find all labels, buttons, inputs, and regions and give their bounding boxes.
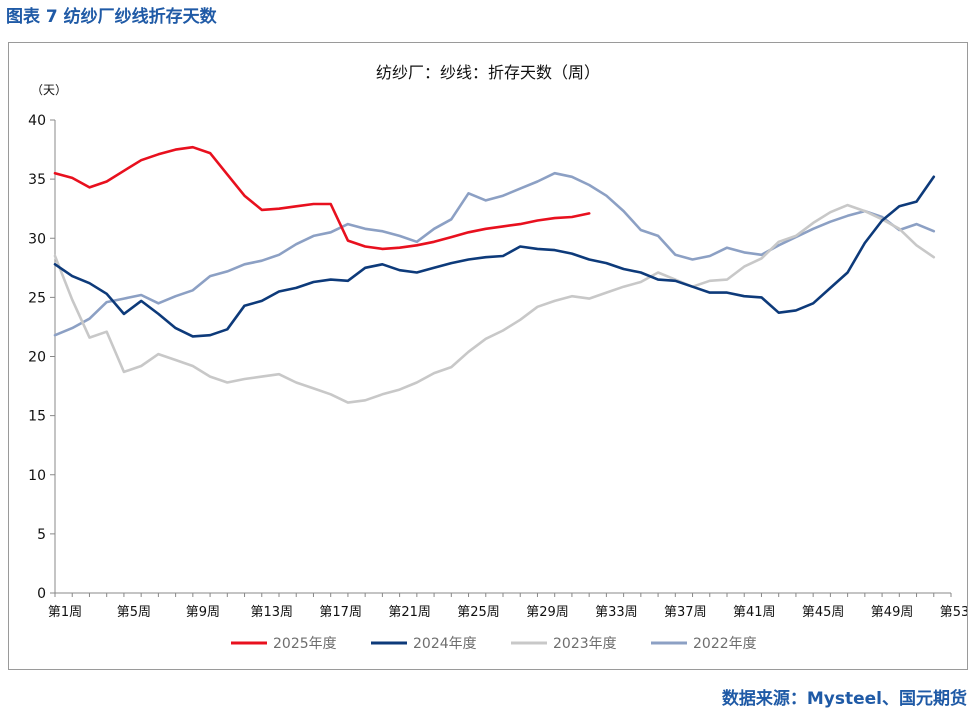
series-line-2 [53, 175, 936, 338]
series-line-3 [53, 203, 936, 404]
legend-item: 2022年度 [651, 636, 757, 652]
x-tick-label: 第9周 [186, 605, 220, 620]
legend-item: 2023年度 [511, 636, 617, 652]
series-line-4 [53, 171, 936, 337]
y-tick-label: 20 [28, 350, 46, 366]
y-tick-label: 30 [28, 231, 46, 247]
figure-caption: 图表 7 纺纱厂纱线折存天数 [6, 7, 217, 27]
legend-item: 2024年度 [371, 636, 477, 652]
y-tick-label: 5 [37, 527, 46, 543]
legend: 2025年度 2024年度 2023年度 2022年度 [231, 636, 757, 652]
y-tick-label: 25 [28, 290, 46, 306]
x-tick-label: 第29周 [526, 605, 569, 620]
legend-label: 2025年度 [273, 636, 337, 652]
chart-frame: 纺纱厂：纱线：折存天数（周） （天） 0 5 10 15 20 25 30 35 40 第1周 第5… [8, 42, 975, 670]
chart-title: 纺纱厂：纱线：折存天数（周） [376, 63, 600, 82]
legend-label: 2024年度 [413, 636, 477, 652]
x-tick-label: 第17周 [319, 605, 362, 620]
legend-label: 2023年度 [553, 636, 617, 652]
source-note: 数据来源：Mysteel、国元期货 [721, 689, 967, 709]
x-tick-label: 第53周 [940, 605, 967, 620]
x-tick-label: 第49周 [871, 605, 914, 620]
x-tick-label: 第13周 [250, 605, 293, 620]
line-chart: 纺纱厂：纱线：折存天数（周） （天） 0 5 10 15 20 25 30 35 40 第1周 第5… [28, 63, 975, 652]
x-tick-label: 第5周 [117, 605, 151, 620]
x-tick-label: 第21周 [388, 605, 431, 620]
legend-item: 2025年度 [231, 636, 337, 652]
legend-label: 2022年度 [693, 636, 757, 652]
x-tick-label: 第41周 [733, 605, 776, 620]
x-tick-label: 第33周 [595, 605, 638, 620]
axes: 0 5 10 15 20 25 30 35 40 第1周 第5周 第9周 第13周 第17周 第21周 第25… [28, 113, 975, 620]
x-tick-label: 第45周 [802, 605, 845, 620]
y-tick-label: 35 [28, 172, 46, 188]
y-tick-label: 10 [28, 468, 46, 484]
x-tick-label: 第1周 [48, 605, 82, 620]
x-tick-label: 第25周 [457, 605, 500, 620]
y-tick-label: 40 [28, 113, 46, 129]
y-axis-label: （天） [31, 83, 67, 97]
y-tick-label: 15 [28, 409, 46, 425]
series-lines [53, 145, 936, 404]
y-tick-label: 0 [37, 586, 46, 602]
series-line-1 [53, 145, 591, 251]
x-tick-label: 第37周 [664, 605, 707, 620]
